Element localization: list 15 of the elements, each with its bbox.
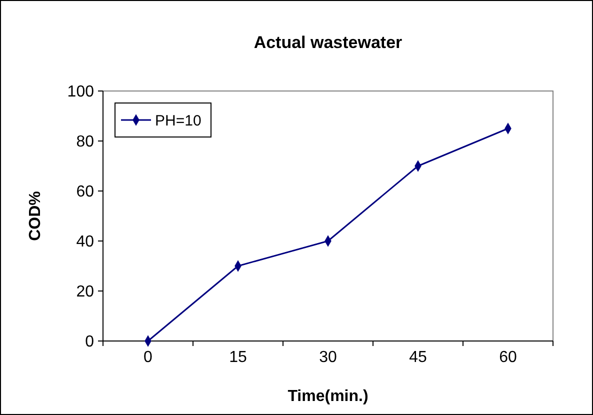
y-tick-label: 60 bbox=[76, 184, 94, 201]
y-tick-label: 100 bbox=[67, 84, 94, 101]
x-tick-label: 15 bbox=[229, 349, 247, 366]
y-tick-label: 0 bbox=[85, 334, 94, 351]
y-tick-label: 80 bbox=[76, 134, 94, 151]
x-tick-label: 0 bbox=[144, 349, 153, 366]
chart-title: Actual wastewater bbox=[254, 33, 403, 52]
x-tick-label: 30 bbox=[319, 349, 337, 366]
y-tick-label: 20 bbox=[76, 284, 94, 301]
y-axis-title: COD% bbox=[27, 191, 44, 241]
legend-label: PH=10 bbox=[155, 112, 202, 130]
x-axis-title: Time(min.) bbox=[288, 388, 368, 405]
x-tick-label: 45 bbox=[409, 349, 427, 366]
y-tick-label: 40 bbox=[76, 234, 94, 251]
x-tick-label: 60 bbox=[499, 349, 517, 366]
